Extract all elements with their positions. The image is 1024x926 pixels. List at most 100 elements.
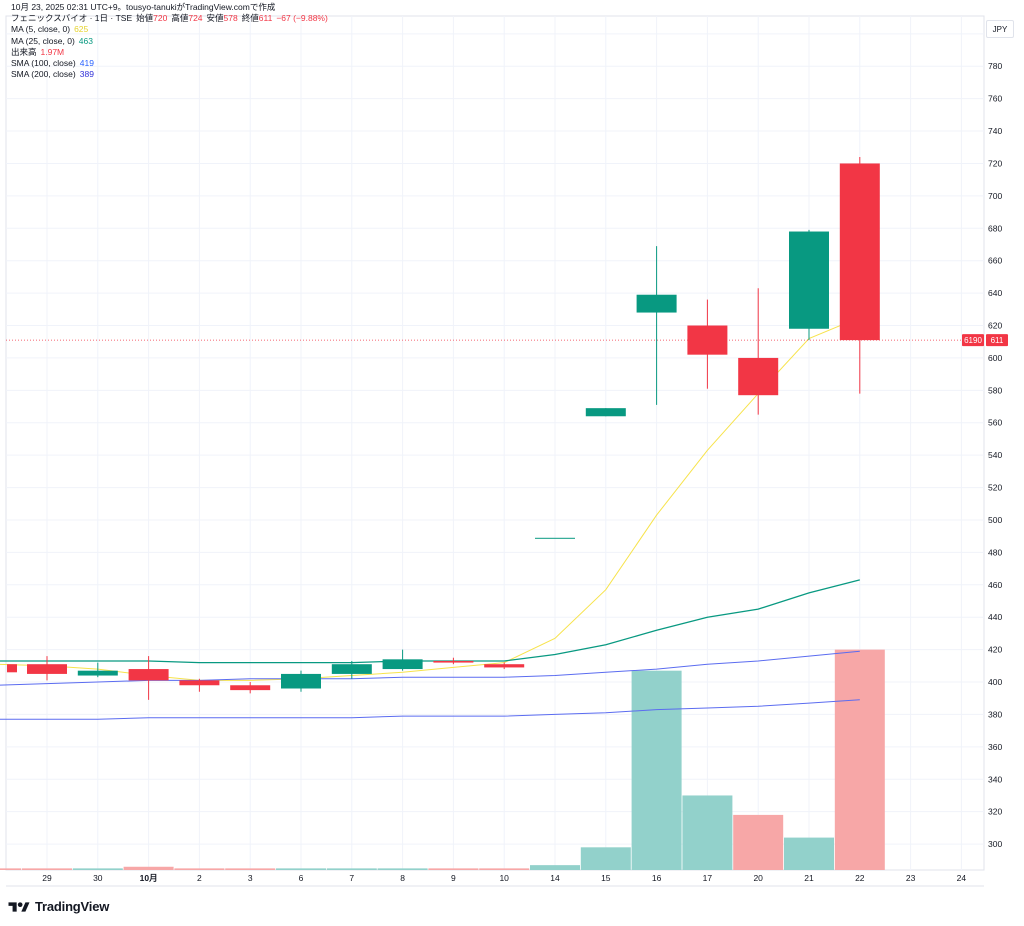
close-label: 終値 (241, 13, 259, 24)
y-tick-label: 320 (988, 807, 1002, 817)
creation-info: 10月 23, 2025 02:31 UTC+9。tousyo-tanukiがT… (11, 2, 328, 13)
x-tick-label: 3 (248, 873, 253, 883)
x-tick-label: 9 (451, 873, 456, 883)
y-tick-label: 720 (988, 158, 1002, 168)
volume-bar (733, 814, 784, 870)
y-tick-label: 700 (988, 191, 1002, 201)
volume-bar (174, 868, 225, 870)
volume-bar (72, 868, 123, 870)
currency-button[interactable]: JPY (986, 20, 1014, 38)
indicator-volume[interactable]: 出来高 1.97M (11, 47, 328, 58)
indicator-value: 463 (78, 35, 93, 46)
y-tick-label: 640 (988, 288, 1002, 298)
indicator-value: 625 (74, 24, 89, 35)
x-tick-label: 20 (753, 873, 763, 883)
indicator-value: 389 (79, 69, 94, 80)
y-tick-label: 340 (988, 774, 1002, 784)
x-tick-label: 2 (197, 873, 202, 883)
indicator-line-sma100 (0, 650, 860, 686)
candle-body (433, 660, 474, 663)
candle-body (128, 669, 169, 681)
y-tick-label: 380 (988, 709, 1002, 719)
chart-header: 10月 23, 2025 02:31 UTC+9。tousyo-tanukiがT… (11, 2, 328, 80)
volume-bar (326, 868, 377, 870)
x-tick-label: 30 (93, 873, 103, 883)
high-value: 724 (188, 13, 203, 24)
x-tick-label: 16 (652, 873, 662, 883)
indicator-ma5[interactable]: MA (5, close, 0) 625 (11, 24, 328, 35)
x-tick-label: 17 (703, 873, 713, 883)
indicator-line-ma5 (0, 316, 860, 681)
volume-bar (0, 868, 22, 870)
open-value: 720 (153, 13, 168, 24)
indicator-ma25[interactable]: MA (25, close, 0) 463 (11, 36, 328, 47)
x-tick-label: 29 (42, 873, 52, 883)
x-tick-label: 8 (400, 873, 405, 883)
countdown-badge-text: 6190 (964, 336, 982, 345)
volume-bar (428, 868, 479, 870)
low-label: 安値 (206, 13, 224, 24)
candle-body (331, 664, 372, 674)
candle-body (687, 325, 728, 355)
axes: 3003203403603804004204404604805005205405… (42, 29, 1008, 883)
y-tick-label: 520 (988, 483, 1002, 493)
indicator-line-ma25 (0, 579, 860, 664)
x-tick-label: 14 (550, 873, 560, 883)
y-tick-label: 460 (988, 580, 1002, 590)
indicator-line-sma200 (0, 699, 860, 720)
ohlc-row: フェニックスバイオ · 1日 · TSE 始値720 高値724 安値578 終… (11, 13, 328, 24)
volume-bar (580, 847, 631, 870)
last-price-badge-text: 611 (991, 336, 1004, 345)
volume-bar (225, 868, 276, 870)
x-tick-label: 22 (855, 873, 865, 883)
last-price-badge (986, 334, 1008, 347)
symbol-name[interactable]: フェニックスバイオ · 1日 · TSE (11, 13, 133, 24)
y-tick-label: 600 (988, 353, 1002, 363)
change-value: −67 (−9.88%) (276, 13, 328, 24)
volume-bar (682, 795, 733, 870)
y-tick-label: 400 (988, 677, 1002, 687)
y-tick-label: 480 (988, 547, 1002, 557)
low-value: 578 (223, 13, 238, 24)
y-tick-label: 660 (988, 256, 1002, 266)
logo-text: TradingView (35, 899, 110, 914)
candle-body (179, 680, 220, 686)
candle-body (636, 294, 677, 313)
x-tick-label: 7 (349, 873, 354, 883)
high-label: 高値 (171, 13, 189, 24)
y-tick-label: 620 (988, 321, 1002, 331)
indicator-sma100[interactable]: SMA (100, close) 419 (11, 58, 328, 69)
volume-bar (377, 868, 428, 870)
indicator-label: MA (25, close, 0) (11, 35, 75, 46)
countdown-badge (962, 334, 984, 347)
tradingview-logo-icon (8, 901, 30, 912)
candle-body (789, 231, 829, 329)
candle-body (77, 670, 118, 676)
candle-body-partial (7, 664, 17, 673)
x-tick-label: 23 (906, 873, 916, 883)
candle-body (839, 163, 880, 341)
x-tick-label: 10月 (140, 873, 158, 883)
y-tick-label: 540 (988, 450, 1002, 460)
y-tick-label: 740 (988, 126, 1002, 136)
candle-body (281, 673, 321, 689)
tradingview-logo[interactable]: TradingView (8, 899, 109, 914)
y-tick-label: 780 (988, 61, 1002, 71)
volume-bar (530, 865, 580, 870)
y-tick-label: 680 (988, 223, 1002, 233)
candles[interactable] (7, 156, 880, 700)
candle-body (382, 659, 423, 670)
creation-text: 10月 23, 2025 02:31 UTC+9。tousyo-tanukiがT… (11, 2, 276, 12)
indicator-label: SMA (200, close) (11, 69, 76, 80)
x-tick-label: 24 (957, 873, 967, 883)
x-tick-label: 6 (299, 873, 304, 883)
y-tick-label: 560 (988, 418, 1002, 428)
candle-body (535, 537, 575, 539)
open-label: 始値 (136, 13, 154, 24)
y-tick-label: 500 (988, 515, 1002, 525)
indicator-label: SMA (100, close) (11, 58, 76, 69)
y-tick-label: 440 (988, 612, 1002, 622)
candle-body (738, 357, 779, 396)
indicator-sma200[interactable]: SMA (200, close) 389 (11, 69, 328, 80)
